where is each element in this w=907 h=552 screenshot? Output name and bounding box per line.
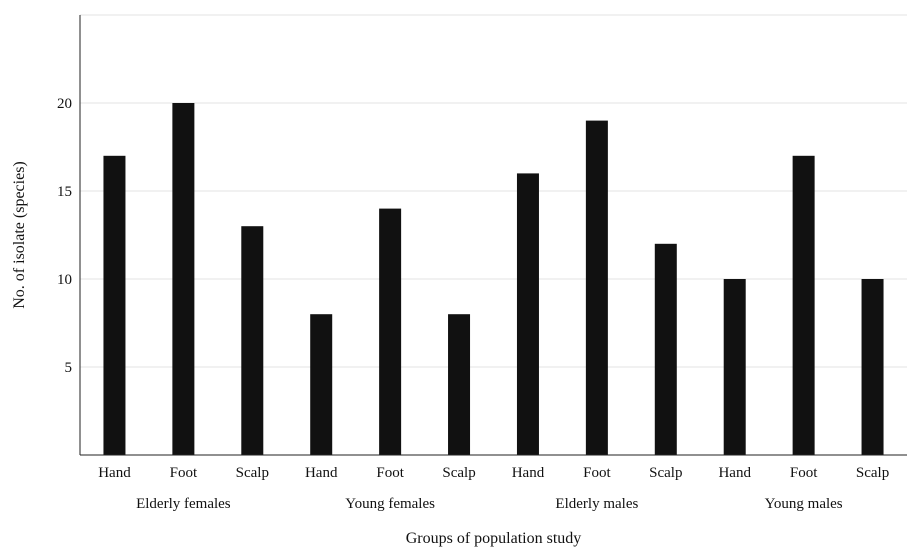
y-tick-labels: 5 10 15 20 bbox=[57, 96, 72, 376]
y-tick-label: 20 bbox=[57, 96, 72, 112]
category-labels: Hand Foot Scalp Hand Foot Scalp Hand Foot Scalp H… bbox=[98, 465, 889, 481]
y-tick-label: 5 bbox=[65, 360, 73, 376]
bar bbox=[585, 120, 608, 455]
bar bbox=[723, 279, 746, 455]
bar bbox=[861, 279, 884, 455]
axes bbox=[79, 15, 907, 456]
group-label: Elderly males bbox=[555, 496, 638, 512]
category-label: Scalp bbox=[442, 465, 475, 481]
x-axis-title: Groups of population study bbox=[406, 530, 582, 547]
bar bbox=[379, 208, 402, 455]
category-label: Hand bbox=[512, 465, 545, 481]
group-label: Elderly females bbox=[136, 496, 231, 512]
category-label: Scalp bbox=[649, 465, 682, 481]
bar bbox=[792, 155, 815, 456]
gridlines bbox=[80, 14, 907, 368]
category-label: Hand bbox=[718, 465, 751, 481]
group-labels: Elderly females Young females Elderly male… bbox=[136, 496, 843, 512]
bar bbox=[103, 155, 126, 456]
category-label: Hand bbox=[98, 465, 131, 481]
y-tick-label: 15 bbox=[57, 184, 72, 200]
bar bbox=[310, 314, 333, 455]
category-label: Foot bbox=[170, 465, 198, 481]
y-axis-title: No. of isolate (species) bbox=[11, 161, 28, 309]
bar bbox=[516, 173, 539, 455]
bar bbox=[241, 226, 264, 455]
category-label: Hand bbox=[305, 465, 338, 481]
bar bbox=[654, 243, 677, 455]
category-label: Scalp bbox=[856, 465, 889, 481]
group-label: Young females bbox=[345, 496, 435, 512]
bar bbox=[172, 103, 195, 455]
category-label: Scalp bbox=[236, 465, 269, 481]
category-label: Foot bbox=[583, 465, 611, 481]
y-tick-label: 10 bbox=[57, 272, 72, 288]
category-label: Foot bbox=[376, 465, 404, 481]
group-label: Young males bbox=[765, 496, 843, 512]
category-label: Foot bbox=[790, 465, 818, 481]
bars bbox=[103, 103, 884, 456]
bar bbox=[448, 314, 471, 455]
